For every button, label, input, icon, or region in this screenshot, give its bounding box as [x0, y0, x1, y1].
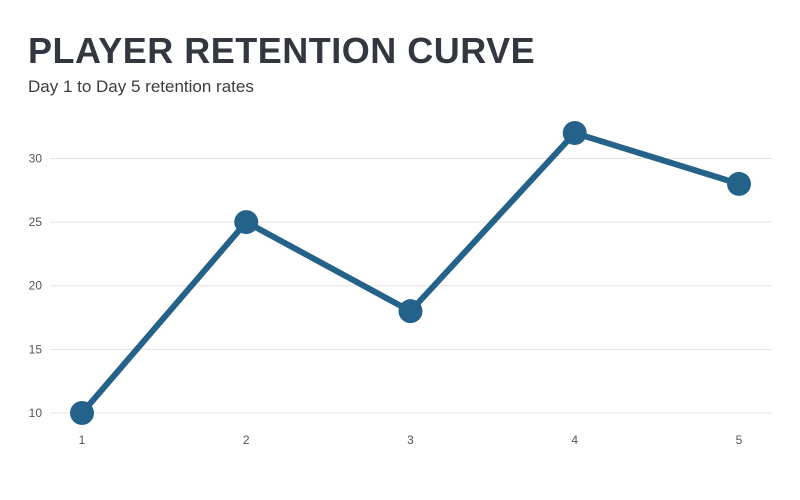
y-tick-label: 30	[29, 151, 43, 165]
y-tick-label: 25	[29, 215, 43, 229]
data-point-4	[562, 121, 587, 145]
chart-title: PLAYER RETENTION CURVE	[28, 30, 536, 71]
x-tick-label: 4	[571, 433, 578, 447]
x-axis-ticks: 1 2 3 4 5	[79, 433, 743, 447]
data-point-2	[234, 210, 259, 235]
x-tick-label: 3	[407, 433, 414, 447]
y-tick-label: 20	[29, 279, 43, 293]
x-tick-label: 5	[736, 433, 743, 447]
y-tick-label: 15	[29, 342, 43, 356]
x-tick-label: 1	[79, 433, 86, 447]
series-retention	[70, 121, 751, 425]
data-point-1	[70, 401, 94, 425]
gridlines	[50, 157, 772, 414]
x-tick-label: 2	[243, 433, 250, 447]
y-axis-ticks: 10 15 20 25 30	[29, 151, 43, 420]
y-tick-label: 10	[29, 406, 43, 420]
data-point-5	[727, 171, 751, 196]
series-line	[79, 129, 742, 416]
data-point-3	[398, 299, 423, 324]
chart-subtitle: Day 1 to Day 5 retention rates	[28, 77, 254, 96]
